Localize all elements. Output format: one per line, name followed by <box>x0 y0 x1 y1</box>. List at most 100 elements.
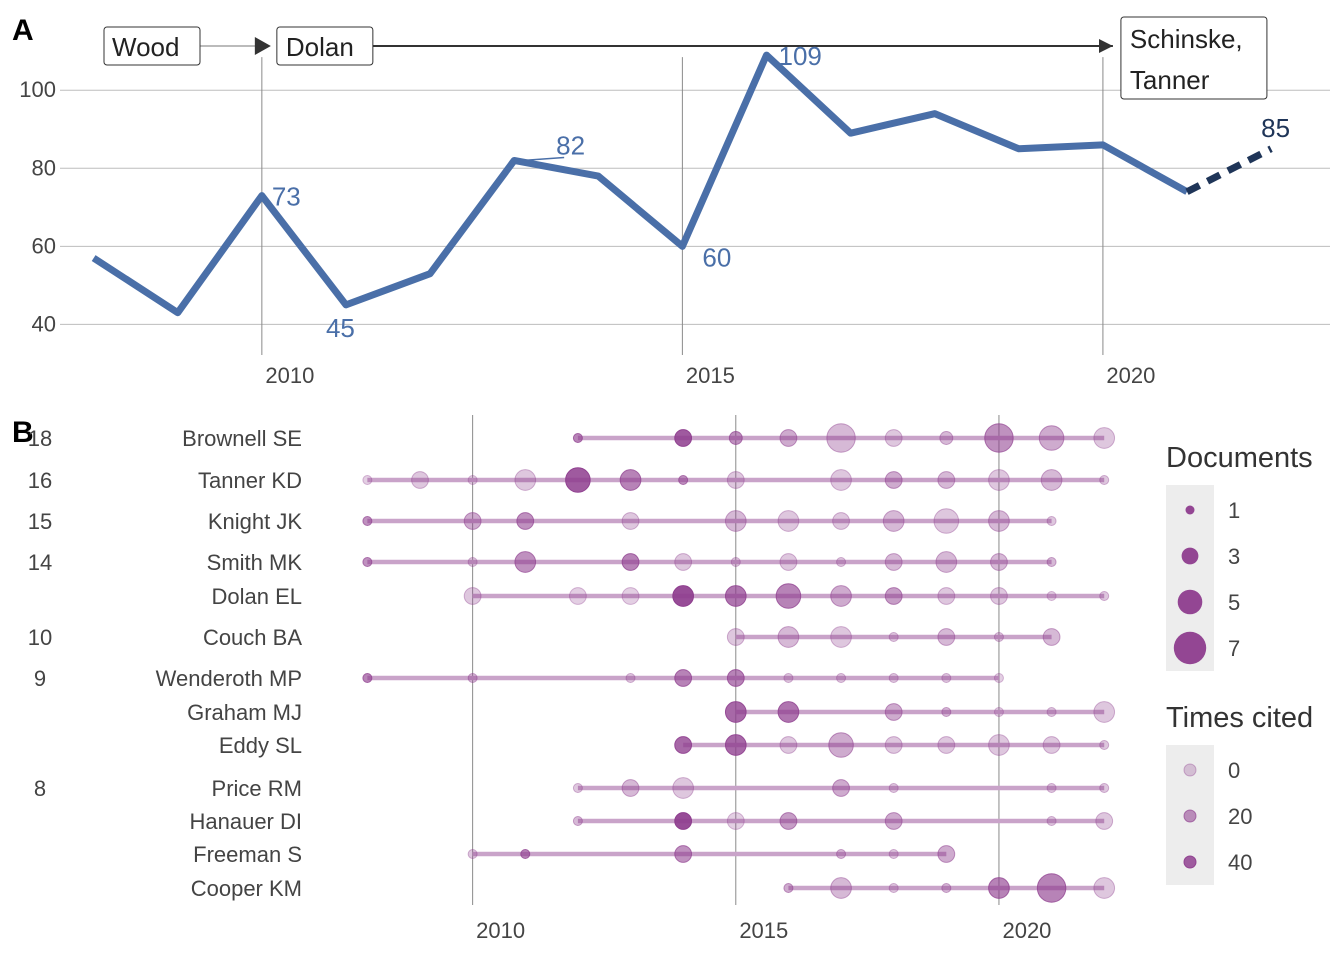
author-point <box>888 632 899 642</box>
data-label: 73 <box>272 182 301 212</box>
author-doc-count: 16 <box>28 468 52 493</box>
label-connector <box>522 156 565 162</box>
author-point <box>674 845 693 863</box>
author-point <box>830 585 852 607</box>
author-point <box>467 849 478 859</box>
author-point <box>1093 701 1116 723</box>
author-point <box>937 471 956 489</box>
author-row: 18 Brownell SE <box>28 423 1116 453</box>
author-row: Hanauer DI <box>189 809 1114 834</box>
legend-cited-label: 0 <box>1228 758 1240 783</box>
author-point <box>1099 475 1110 485</box>
author-point <box>1046 816 1057 826</box>
author-point <box>884 736 903 754</box>
author-point <box>1093 427 1116 449</box>
author-name: Knight JK <box>208 509 302 534</box>
panel-b-vertical-lines <box>472 415 1000 905</box>
author-row: Freeman S <box>193 842 956 867</box>
author-point <box>939 431 954 445</box>
author-point <box>884 587 903 605</box>
author-point <box>1046 707 1057 717</box>
author-point <box>984 423 1014 453</box>
author-point <box>1099 740 1110 750</box>
author-name: Smith MK <box>207 550 303 575</box>
author-point <box>779 736 798 754</box>
author-point <box>882 510 905 532</box>
author-name: Cooper KM <box>191 876 302 901</box>
author-point <box>621 779 640 797</box>
author-point <box>884 703 903 721</box>
timeline-label-wood: Wood <box>112 32 179 62</box>
author-point <box>783 673 794 683</box>
author-point <box>674 553 693 571</box>
legend-doc-swatch <box>1185 505 1195 515</box>
author-point <box>724 585 747 607</box>
author-point <box>411 471 429 489</box>
legend-cited-swatch <box>1183 855 1197 869</box>
author-name: Hanauer DI <box>189 809 302 834</box>
author-doc-count: 9 <box>34 666 46 691</box>
author-point <box>826 423 856 453</box>
author-point <box>1042 628 1061 646</box>
author-point <box>572 816 583 826</box>
x-tick-label: 2010 <box>476 918 525 943</box>
author-name: Eddy SL <box>219 733 302 758</box>
author-point <box>672 777 695 799</box>
author-point <box>568 587 587 605</box>
author-point <box>520 849 531 859</box>
author-point <box>726 471 745 489</box>
author-point <box>937 628 956 646</box>
author-point <box>674 429 693 447</box>
panel-a-grid <box>60 89 1330 325</box>
legend-title-documents: Documents <box>1166 442 1313 474</box>
timeline-box-dolan <box>276 26 374 66</box>
timeline-label-schinske: Schinske, <box>1130 24 1243 54</box>
author-name: Brownell SE <box>182 426 302 451</box>
author-point <box>724 510 747 532</box>
author-name: Graham MJ <box>187 700 302 725</box>
x-tick-label: 2010 <box>265 363 314 388</box>
series-point <box>258 192 265 199</box>
author-point <box>990 587 1008 605</box>
author-point <box>832 512 850 530</box>
author-point <box>674 669 693 687</box>
series-point <box>595 173 602 180</box>
arrowhead <box>254 37 271 55</box>
author-point <box>1046 516 1057 526</box>
series-line-documents <box>91 51 1189 317</box>
author-point <box>933 508 960 534</box>
author-point <box>836 673 847 683</box>
series-point <box>427 270 434 277</box>
author-point <box>779 812 798 830</box>
author-point <box>830 626 852 648</box>
author-point <box>779 429 798 447</box>
author-point <box>1036 873 1067 903</box>
series-point <box>931 110 938 117</box>
series-point <box>763 52 770 59</box>
author-point <box>777 701 800 723</box>
author-point <box>1099 591 1110 601</box>
author-point <box>990 553 1008 571</box>
forecast-line <box>1185 145 1273 195</box>
author-point <box>993 707 1004 717</box>
x-tick-label: 2015 <box>686 363 735 388</box>
author-point <box>1040 469 1063 491</box>
author-point <box>726 812 745 830</box>
author-row: 14 Smith MK <box>28 550 1057 575</box>
author-point <box>625 673 636 683</box>
author-point <box>362 475 373 485</box>
panel-b-x-tick-labels: 2010 2015 2020 <box>476 918 1051 943</box>
author-point <box>1046 557 1057 567</box>
panel-a-vertical-lines <box>261 57 1104 355</box>
author-name: Couch BA <box>203 625 302 650</box>
author-point <box>1038 425 1065 451</box>
author-point <box>619 469 642 491</box>
author-name: Wenderoth MP <box>156 666 302 691</box>
author-point <box>941 883 952 893</box>
legend-doc-label: 1 <box>1228 498 1240 523</box>
legend-title-times-cited: Times cited <box>1166 702 1313 734</box>
series-point <box>90 255 97 262</box>
panel-a-line-chart: A 40 60 80 100 2010 2015 2020 Wood Dolan Schins… <box>12 14 1330 388</box>
